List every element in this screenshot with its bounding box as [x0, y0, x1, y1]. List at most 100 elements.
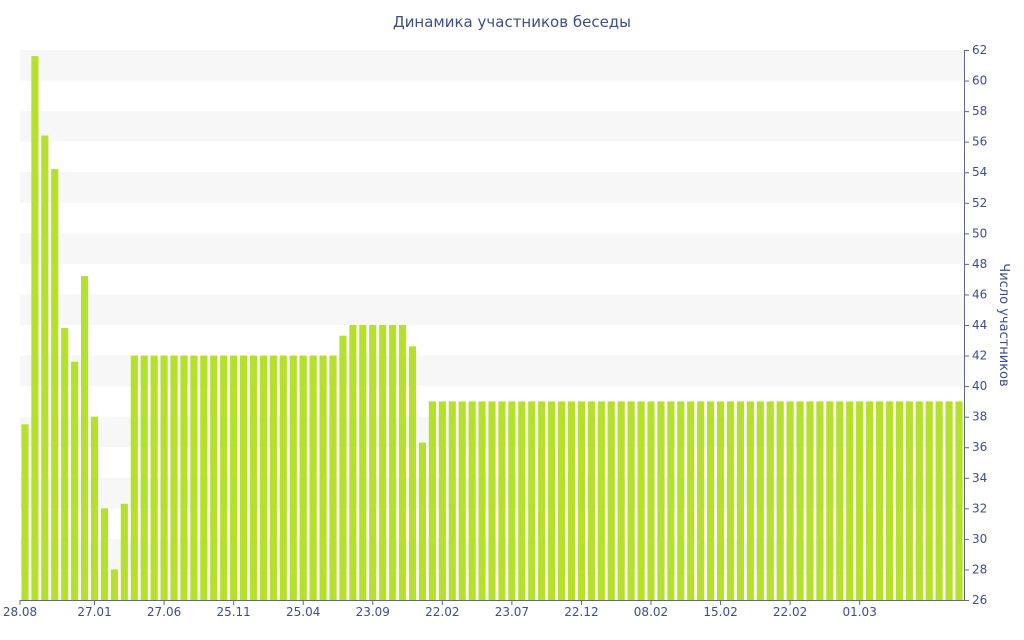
bar[interactable] [796, 401, 804, 600]
bar[interactable] [339, 335, 347, 600]
bar[interactable] [637, 401, 645, 600]
bar[interactable] [617, 401, 625, 600]
bar[interactable] [170, 355, 178, 600]
bar[interactable] [90, 416, 99, 600]
bar[interactable] [508, 401, 516, 600]
bar[interactable] [249, 355, 258, 600]
bar[interactable] [567, 401, 576, 600]
bar[interactable] [697, 401, 705, 600]
bar[interactable] [766, 401, 774, 600]
bar[interactable] [110, 569, 118, 600]
bar[interactable] [756, 401, 764, 600]
bar[interactable] [746, 401, 754, 600]
bar[interactable] [468, 401, 476, 600]
bar[interactable] [885, 401, 894, 600]
bar[interactable] [846, 401, 854, 600]
bar[interactable] [488, 401, 496, 600]
bar[interactable] [707, 401, 715, 600]
bar[interactable] [299, 355, 307, 600]
bar[interactable] [418, 442, 427, 600]
bar[interactable] [786, 401, 794, 600]
bar[interactable] [210, 355, 218, 600]
bar[interactable] [587, 401, 595, 600]
bar[interactable] [647, 401, 655, 600]
bar[interactable] [51, 169, 59, 601]
bar[interactable] [309, 355, 317, 600]
bar[interactable] [836, 401, 844, 600]
bar[interactable] [389, 325, 397, 600]
bar[interactable] [915, 401, 923, 600]
bar[interactable] [657, 401, 665, 600]
bar[interactable] [31, 56, 39, 601]
bar[interactable] [349, 325, 357, 600]
bar[interactable] [945, 401, 953, 600]
bar[interactable] [359, 325, 367, 600]
bar[interactable] [61, 328, 69, 600]
bar[interactable] [925, 401, 933, 600]
bar[interactable] [220, 355, 228, 600]
bar[interactable] [528, 401, 536, 600]
bar[interactable] [289, 355, 297, 600]
bar[interactable] [677, 401, 685, 600]
x-tick-label: 08.02 [634, 605, 668, 619]
bar[interactable] [369, 325, 377, 600]
bar[interactable] [538, 401, 546, 600]
bar[interactable] [498, 401, 506, 600]
bar[interactable] [180, 355, 188, 600]
bar[interactable] [379, 325, 387, 600]
bar[interactable] [100, 508, 109, 600]
bar[interactable] [716, 401, 725, 600]
bar[interactable] [408, 346, 417, 600]
bar[interactable] [130, 355, 138, 600]
bar[interactable] [71, 361, 79, 600]
bar[interactable] [816, 401, 824, 600]
bar[interactable] [776, 401, 784, 600]
bar[interactable] [41, 135, 49, 600]
bar[interactable] [448, 401, 456, 600]
bar[interactable] [230, 355, 238, 600]
bar[interactable] [269, 355, 277, 600]
bar[interactable] [856, 401, 864, 600]
bar[interactable] [398, 325, 407, 600]
bar[interactable] [905, 401, 913, 600]
bar[interactable] [150, 355, 158, 600]
bar[interactable] [438, 401, 446, 600]
y-tick-label: 58 [972, 104, 987, 118]
bar[interactable] [875, 401, 884, 600]
bar[interactable] [627, 401, 635, 600]
bar[interactable] [329, 355, 337, 600]
bar[interactable] [319, 355, 327, 600]
bar[interactable] [240, 355, 248, 600]
bar[interactable] [726, 401, 735, 600]
bar[interactable] [557, 401, 566, 600]
bar[interactable] [935, 401, 943, 600]
bar[interactable] [736, 401, 744, 600]
bar[interactable] [259, 355, 268, 600]
bar[interactable] [458, 401, 466, 600]
grid-band [20, 233, 964, 264]
bar[interactable] [200, 355, 208, 600]
grid-band [20, 172, 964, 203]
bar[interactable] [597, 401, 605, 600]
bar[interactable] [577, 401, 585, 600]
bar[interactable] [687, 401, 695, 600]
bar[interactable] [518, 401, 526, 600]
bar[interactable] [895, 401, 903, 600]
bar[interactable] [428, 401, 436, 600]
bar[interactable] [478, 401, 486, 600]
bar[interactable] [21, 424, 29, 600]
bar[interactable] [81, 276, 89, 600]
bar[interactable] [607, 401, 615, 600]
bar[interactable] [140, 355, 148, 600]
bar[interactable] [120, 503, 128, 600]
bar[interactable] [548, 401, 556, 600]
bar[interactable] [160, 355, 168, 600]
bar[interactable] [667, 401, 675, 600]
bar[interactable] [955, 401, 963, 600]
bar[interactable] [826, 401, 834, 600]
bar[interactable] [806, 401, 814, 600]
bar[interactable] [866, 401, 874, 600]
bar[interactable] [190, 355, 198, 600]
bar[interactable] [279, 355, 287, 600]
